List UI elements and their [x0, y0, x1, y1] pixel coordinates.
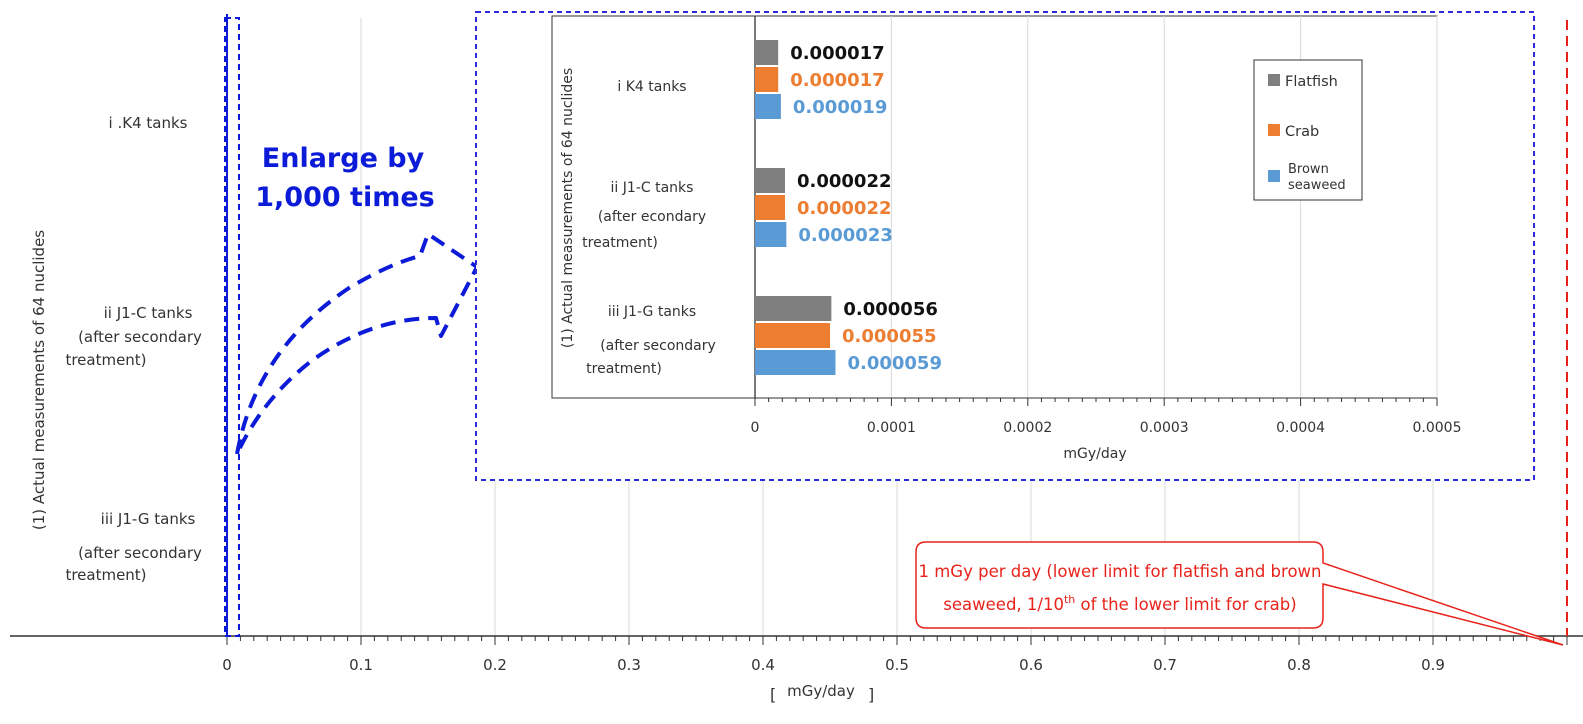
- enlarge-label-line2: 1,000 times: [255, 182, 434, 213]
- main-x-tick-label: 0.4: [751, 656, 775, 674]
- inset-x-tick-label: 0: [751, 420, 760, 436]
- main-category-label: i .K4 tanks: [109, 114, 188, 132]
- limit-callout-line1: 1 mGy per day (lower limit for flatfish …: [918, 562, 1321, 581]
- main-category-label: treatment): [65, 351, 146, 369]
- inset-x-tick-labels: 0 0.0001 0.0002 0.0003 0.0004 0.0005: [751, 420, 1462, 436]
- inset-value-label: 0.000022: [797, 171, 892, 192]
- inset-x-tick-label: 0.0004: [1276, 420, 1325, 436]
- main-x-tick-label: 0.6: [1019, 656, 1043, 674]
- inset-x-tick-label: 0.0001: [867, 420, 916, 436]
- inset-bar: [755, 94, 781, 119]
- inset-value-labels: 0.000017 0.000022 0.000056 0.000017 0.000022…: [790, 43, 942, 374]
- inset-bars: [755, 40, 836, 375]
- inset-gridlines: [890, 16, 1438, 398]
- inset-bar: [755, 40, 779, 65]
- main-x-tick-label: 0.9: [1421, 656, 1445, 674]
- main-category-label: (after secondary: [78, 328, 202, 346]
- inset-value-label: 0.000019: [793, 97, 888, 118]
- main-x-tick-labels: 0 0.1 0.2 0.3 0.4 0.5 0.6 0.7 0.8 0.9: [222, 656, 1445, 674]
- inset-category-label: ii J1-C tanks: [611, 180, 694, 196]
- inset-bar: [755, 195, 786, 220]
- legend-label-seaweed: seaweed: [1288, 178, 1346, 193]
- main-category-label: ii J1-C tanks: [104, 304, 193, 322]
- legend-swatch-flatfish: [1268, 74, 1280, 86]
- inset-category-label: (after econdary: [598, 209, 706, 225]
- inset-category-labels: i K4 tanks ii J1-C tanks (after econdary tr…: [582, 79, 716, 377]
- inset-value-label: 0.000056: [843, 299, 938, 320]
- inset-value-label: 0.000023: [798, 225, 893, 246]
- inset-value-label: 0.000022: [797, 198, 892, 219]
- inset-value-label: 0.000059: [847, 353, 942, 374]
- legend-label-crab: Crab: [1285, 124, 1319, 140]
- main-y-axis-title: (1) Actual measurements of 64 nuclides: [30, 230, 48, 530]
- inset-bar: [755, 168, 786, 193]
- inset-bar: [755, 350, 836, 375]
- main-x-tick-label: 0.3: [617, 656, 641, 674]
- limit-callout-sup: th: [1064, 593, 1075, 606]
- inset-value-label: 0.000017: [790, 43, 885, 64]
- inset-minor-ticks: [754, 398, 1438, 406]
- limit-callout-line2-pre: seaweed, 1/10: [943, 595, 1064, 614]
- inset-bar: [755, 222, 787, 247]
- main-x-tick-label: 0: [222, 656, 232, 674]
- legend-swatch-brown-seaweed: [1268, 170, 1280, 182]
- main-category-label: treatment): [65, 566, 146, 584]
- inset-category-label: treatment): [586, 361, 662, 377]
- main-x-tick-label: 0.1: [349, 656, 373, 674]
- main-category-labels: i .K4 tanks ii J1-C tanks (after secondary…: [65, 114, 202, 584]
- inset-value-label: 0.000055: [842, 326, 937, 347]
- main-category-label: (after secondary: [78, 544, 202, 562]
- inset-x-tick-label: 0.0002: [1003, 420, 1052, 436]
- inset-x-axis-title: mGy/day: [1063, 446, 1126, 462]
- inset-category-label: i K4 tanks: [617, 79, 686, 95]
- inset-category-label: treatment): [582, 235, 658, 251]
- main-x-bracket-right: ]: [868, 685, 874, 704]
- main-x-tick-label: 0.5: [885, 656, 909, 674]
- enlarge-label-line1: Enlarge by: [262, 143, 425, 174]
- inset-bar: [755, 323, 831, 348]
- enlarge-arrow: [235, 232, 479, 455]
- main-x-bracket-left: [: [770, 685, 776, 704]
- main-category-label: iii J1-G tanks: [101, 510, 196, 528]
- limit-callout: [915, 541, 1564, 646]
- inset-value-label: 0.000017: [790, 70, 885, 91]
- inset-category-label: iii J1-G tanks: [608, 304, 696, 320]
- main-x-tick-label: 0.8: [1287, 656, 1311, 674]
- zoom-region-marker: [224, 17, 240, 637]
- main-x-axis-title: mGy/day: [787, 682, 855, 700]
- inset-category-label: (after secondary: [600, 338, 716, 354]
- main-x-tick-label: 0.2: [483, 656, 507, 674]
- legend-swatch-crab: [1268, 124, 1280, 136]
- limit-callout-line2-post: of the lower limit for crab): [1075, 595, 1296, 614]
- limit-callout-line2: seaweed, 1/10th of the lower limit for c…: [943, 593, 1296, 614]
- inset-bar: [755, 296, 832, 321]
- main-x-tick-label: 0.7: [1153, 656, 1177, 674]
- legend-label-brown: Brown: [1288, 162, 1329, 177]
- inset-x-tick-label: 0.0005: [1413, 420, 1462, 436]
- main-minor-ticks: [226, 636, 1568, 645]
- inset-y-axis-title: (1) Actual measurements of 64 nuclides: [560, 68, 576, 348]
- inset-x-tick-label: 0.0003: [1140, 420, 1189, 436]
- inset-bar: [755, 67, 779, 92]
- legend-label-flatfish: Flatfish: [1285, 74, 1338, 90]
